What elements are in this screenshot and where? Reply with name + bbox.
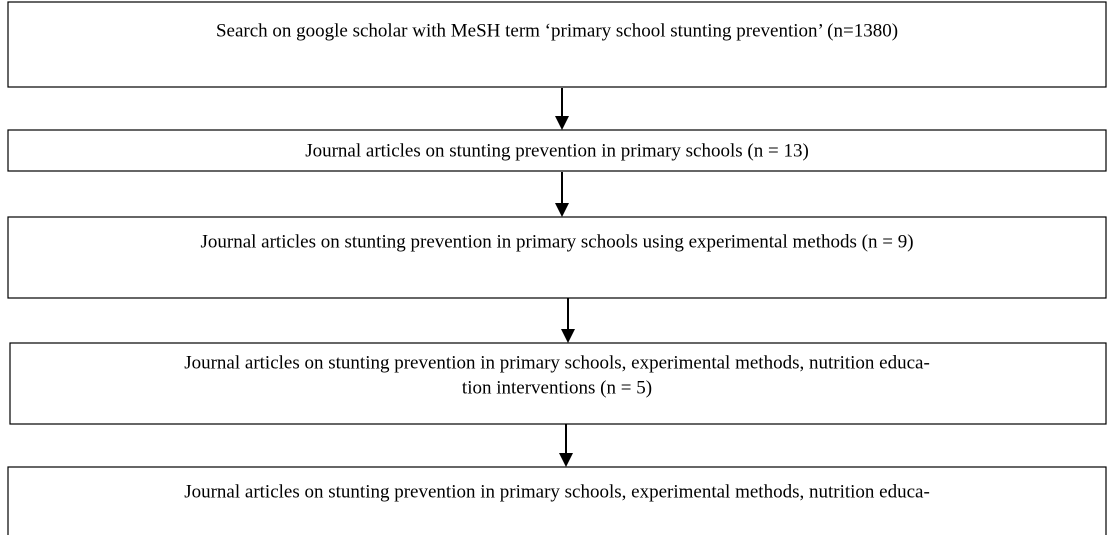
arrow-head — [555, 203, 569, 217]
box — [7, 1, 1107, 88]
arrow-head — [559, 453, 573, 467]
box-label: Journal articles on stunting prevention … — [184, 352, 930, 373]
box — [9, 342, 1107, 425]
box-label: Journal articles on stunting prevention … — [200, 231, 913, 252]
box — [7, 466, 1107, 535]
box-label: Journal articles on stunting prevention … — [184, 481, 930, 502]
box-label: Search on google scholar with MeSH term … — [216, 20, 898, 41]
box-label: Journal articles on stunting prevention … — [305, 140, 809, 161]
box — [7, 216, 1107, 299]
box-label: tion interventions (n = 5) — [462, 377, 652, 398]
arrow-head — [555, 116, 569, 130]
arrow-head — [561, 329, 575, 343]
box — [7, 129, 1107, 172]
